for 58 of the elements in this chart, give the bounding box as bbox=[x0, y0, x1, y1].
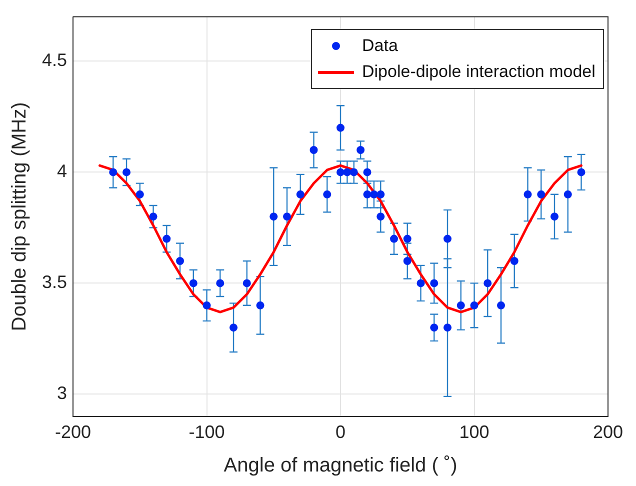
point bbox=[376, 190, 385, 198]
point bbox=[363, 168, 372, 176]
point bbox=[356, 146, 365, 154]
point bbox=[484, 279, 492, 288]
point bbox=[109, 168, 118, 176]
point bbox=[577, 168, 586, 176]
point bbox=[430, 279, 438, 288]
point bbox=[176, 257, 184, 265]
point bbox=[376, 212, 385, 221]
point bbox=[363, 190, 372, 198]
point bbox=[323, 190, 332, 198]
point bbox=[256, 301, 264, 310]
point bbox=[162, 234, 171, 243]
point bbox=[537, 190, 546, 198]
point bbox=[310, 146, 318, 154]
point bbox=[470, 301, 478, 310]
point bbox=[242, 279, 251, 288]
point bbox=[343, 168, 352, 176]
point bbox=[390, 234, 398, 243]
x-tick-label: 0 bbox=[336, 422, 346, 442]
point bbox=[283, 212, 292, 221]
point bbox=[189, 279, 198, 288]
point bbox=[370, 190, 378, 198]
point bbox=[403, 234, 412, 243]
point bbox=[350, 168, 358, 176]
x-tick-label: 100 bbox=[459, 422, 490, 442]
legend-label: Dipole-dipole interaction model bbox=[362, 62, 596, 82]
point bbox=[136, 190, 144, 198]
point bbox=[444, 234, 452, 243]
point bbox=[296, 190, 304, 198]
point bbox=[149, 212, 158, 221]
point bbox=[216, 279, 224, 288]
y-tick-label: 4.5 bbox=[42, 50, 68, 70]
point bbox=[564, 190, 572, 198]
x-tick-label: -100 bbox=[188, 422, 225, 442]
legend-label: Data bbox=[362, 36, 398, 56]
point bbox=[430, 324, 438, 332]
point bbox=[510, 257, 518, 265]
point bbox=[444, 324, 452, 332]
point bbox=[497, 301, 506, 310]
point bbox=[403, 257, 412, 265]
point bbox=[336, 168, 345, 176]
y-tick-label: 3 bbox=[57, 383, 68, 404]
x-tick-label: -200 bbox=[55, 422, 92, 442]
x-axis-title: Angle of magnetic field ( ˚) bbox=[224, 454, 458, 477]
y-tick-label: 4 bbox=[57, 161, 68, 182]
point bbox=[336, 124, 345, 132]
y-tick-label: 3.5 bbox=[42, 272, 68, 292]
point bbox=[524, 190, 532, 198]
y-axis-title: Double dip splitting (MHz) bbox=[8, 102, 31, 332]
point bbox=[270, 212, 278, 221]
point bbox=[416, 279, 425, 288]
x-tick-label: 200 bbox=[592, 422, 624, 442]
point bbox=[202, 301, 211, 310]
point bbox=[122, 168, 131, 176]
point bbox=[550, 212, 558, 221]
point bbox=[230, 324, 238, 332]
point bbox=[456, 301, 465, 310]
